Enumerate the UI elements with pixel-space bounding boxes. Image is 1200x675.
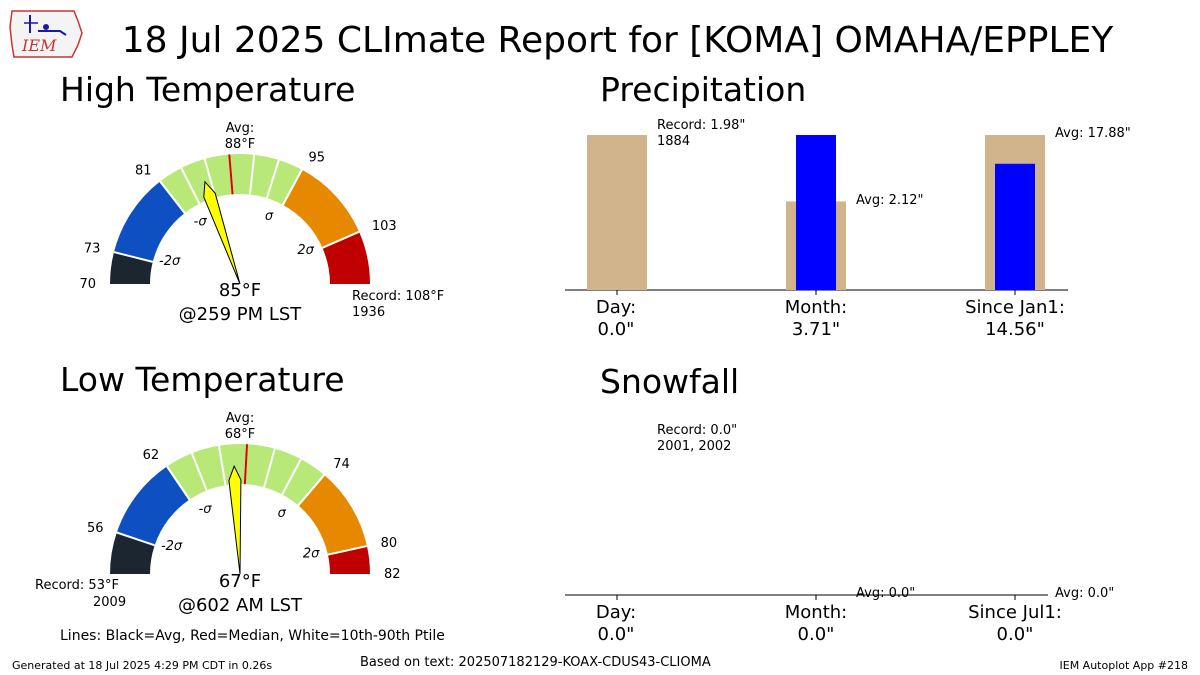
- low-temp-title: Low Temperature: [60, 360, 345, 399]
- high-ptile-line-5: [265, 159, 280, 199]
- low-record-year: 2009: [93, 595, 127, 610]
- snow-season-avg: Avg: 0.0": [1055, 586, 1115, 601]
- precip-ytd-avg: Avg: 17.88": [1055, 126, 1131, 141]
- high-avg-label: Avg:: [225, 121, 255, 136]
- low-tick-label-4: 82: [384, 567, 401, 582]
- high-ptile-line-4: [248, 154, 256, 195]
- low-sep-3: [327, 545, 368, 556]
- precip-val-day: 0.0": [597, 319, 635, 340]
- low-tick-label-1: 62: [143, 448, 160, 463]
- high-sep-3: [322, 230, 360, 249]
- logo-text: IEM: [21, 36, 57, 55]
- low-ptile-line-5: [281, 458, 302, 495]
- high-tick-label-1: 73: [84, 242, 101, 257]
- snow-cat-season: Since Jul1:: [968, 602, 1062, 623]
- high-band-4: [322, 231, 370, 284]
- low-ptile-line-1: [190, 452, 208, 491]
- snow-val-season: 0.0": [996, 624, 1034, 645]
- snow-cat-day: Day:: [595, 602, 637, 623]
- high-ptile-line-1: [180, 167, 201, 205]
- high-sigma-label-0: -2σ: [159, 254, 181, 269]
- precip-cat-day: Day:: [595, 297, 637, 318]
- low-sigma-label-1: -σ: [199, 502, 213, 517]
- low-sep-2: [297, 474, 325, 507]
- high-band-1: [113, 181, 185, 262]
- high-sigma-label-3: 2σ: [297, 243, 314, 258]
- low-temp-gauge: 56 62 74 80 82 -2σ -σ σ 2σ: [87, 443, 401, 582]
- precip-cat-month: Month:: [784, 297, 848, 318]
- snow-val-day: 0.0": [597, 624, 635, 645]
- high-sep-0: [113, 251, 153, 263]
- lines-legend-note: Lines: Black=Avg, Red=Median, White=10th…: [60, 628, 445, 644]
- low-ptile-line-2: [217, 445, 227, 486]
- low-sigma-label-0: -2σ: [161, 539, 183, 554]
- snow-month-avg: Avg: 0.0": [856, 586, 916, 601]
- high-sigma-label-2: σ: [265, 209, 274, 224]
- low-avg-value: 68°F: [224, 427, 256, 442]
- footer-generated: Generated at 18 Jul 2025 4:29 PM CDT in …: [12, 659, 273, 672]
- high-tick-label-2: 81: [135, 163, 152, 178]
- high-record-year: 1936: [352, 305, 386, 320]
- high-sigma-label-1: -σ: [194, 215, 208, 230]
- high-tick-label-4: 103: [372, 219, 397, 234]
- high-record: Record: 108°F: [352, 289, 445, 304]
- low-sep-0: [116, 531, 156, 547]
- high-avg-value: 88°F: [224, 137, 256, 152]
- high-band-3: [282, 169, 360, 248]
- low-observed: 67°F: [218, 571, 262, 592]
- low-record: Record: 53°F: [35, 578, 119, 593]
- precip-title: Precipitation: [600, 70, 807, 109]
- high-needle: [203, 180, 241, 285]
- snow-cat-month: Month:: [784, 602, 848, 623]
- high-temp-gauge: 70 73 81 95 103 -2σ -σ σ 2σ: [79, 150, 396, 292]
- high-tick-label-3: 95: [309, 150, 326, 165]
- low-sigma-label-3: 2σ: [303, 546, 320, 561]
- footer-based-on: Based on text: 202507182129-KOAX-CDUS43-…: [360, 655, 711, 670]
- high-observed: 85°F: [218, 280, 262, 301]
- high-time: @259 PM LST: [178, 304, 302, 325]
- low-sep-1: [166, 465, 191, 501]
- low-tick-label-3: 80: [381, 536, 398, 551]
- low-band-0: [110, 532, 155, 574]
- precip-val-month: 3.71": [791, 319, 841, 340]
- low-tick-label-2: 74: [333, 457, 350, 472]
- low-ptile-line-4: [263, 448, 276, 488]
- precip-record-bar: [587, 135, 647, 290]
- precip-val-ytd: 14.56": [985, 319, 1045, 340]
- precip-cat-ytd: Since Jan1:: [965, 297, 1065, 318]
- high-tick-label-0: 70: [79, 277, 96, 292]
- precip-obs-bar-1: [796, 135, 836, 290]
- page-title: 18 Jul 2025 CLImate Report for [KOMA] OM…: [121, 20, 1114, 61]
- precip-obs-bar-2: [995, 163, 1035, 290]
- footer-app: IEM Autoplot App #218: [1059, 659, 1189, 672]
- high-median-line: [228, 154, 234, 195]
- low-tick-label-0: 56: [87, 521, 104, 536]
- high-sep-1: [159, 180, 186, 214]
- high-temp-title: High Temperature: [60, 70, 356, 109]
- snow-title: Snowfall: [600, 362, 740, 401]
- precip-record-year: 1884: [657, 134, 691, 149]
- precip-bar-chart: [565, 135, 1068, 295]
- low-sigma-label-2: σ: [278, 506, 287, 521]
- snow-record-label: Record: 0.0": [657, 423, 738, 438]
- low-needle: [228, 464, 242, 575]
- low-band-1: [116, 466, 190, 546]
- snow-bar-chart: [565, 594, 1048, 600]
- low-avg-label: Avg:: [225, 411, 255, 426]
- low-time: @602 AM LST: [177, 595, 303, 616]
- precip-month-avg: Avg: 2.12": [856, 193, 924, 208]
- high-sep-2: [281, 169, 303, 206]
- precip-record-label: Record: 1.98": [657, 118, 746, 133]
- snow-val-month: 0.0": [797, 624, 835, 645]
- snow-record-years: 2001, 2002: [657, 439, 732, 454]
- low-band-3: [298, 474, 367, 555]
- iem-logo: IEM: [8, 5, 84, 61]
- low-median-line: [243, 444, 249, 485]
